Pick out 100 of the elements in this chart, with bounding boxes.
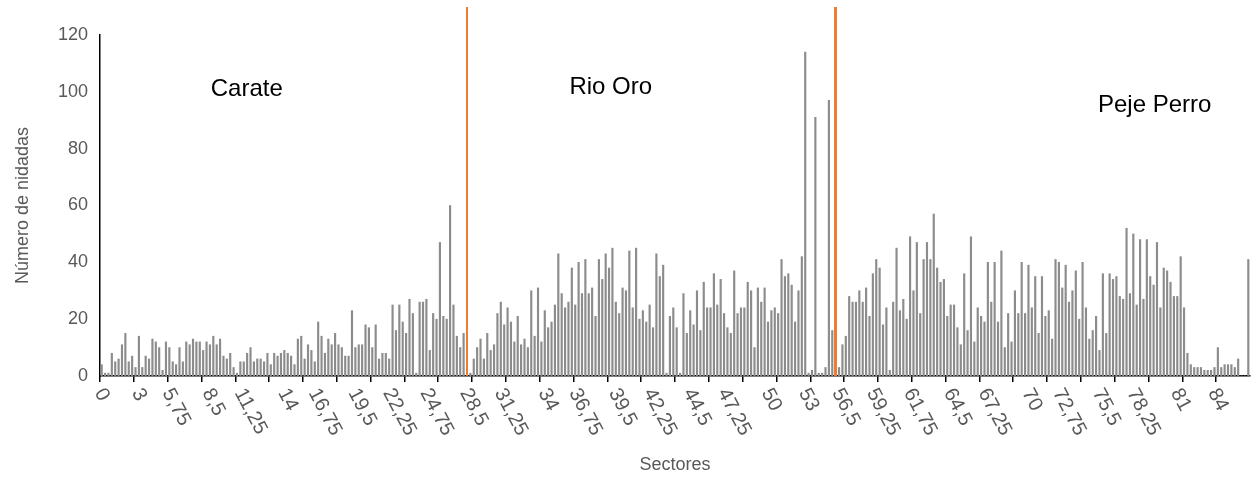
bar [1057, 262, 1060, 376]
bar [218, 338, 222, 376]
bar [276, 355, 279, 376]
bar [902, 298, 905, 376]
x-tick-label: 0 [90, 384, 116, 405]
bar [273, 352, 276, 376]
bar [249, 347, 252, 376]
bar [773, 307, 776, 376]
bar [100, 364, 103, 376]
bar [577, 262, 580, 376]
bar [949, 304, 952, 376]
bar [1223, 364, 1226, 376]
bar [672, 307, 675, 376]
bar [1138, 239, 1142, 376]
bar [848, 296, 851, 376]
bar [733, 270, 736, 376]
bar [1210, 369, 1213, 376]
bar [516, 316, 519, 376]
bar [479, 338, 482, 376]
bar [317, 321, 320, 376]
bar [1203, 369, 1206, 376]
x-tick-label: 53 [794, 384, 825, 415]
bar [591, 287, 594, 376]
bar [635, 247, 638, 376]
bar [144, 355, 147, 376]
bar [1247, 259, 1250, 376]
x-tick-label: 8,5 [198, 384, 231, 420]
bar [178, 347, 181, 376]
bar [604, 253, 607, 376]
x-tick-label: 84 [1204, 384, 1235, 415]
bar [171, 361, 174, 376]
bar [942, 279, 945, 376]
bar [536, 287, 540, 376]
y-tick-label: 60 [67, 194, 88, 215]
bar [205, 341, 208, 376]
bar [530, 290, 533, 376]
bar [283, 350, 286, 376]
bar [597, 259, 600, 376]
bar [229, 352, 232, 376]
bar [381, 352, 384, 376]
bar [391, 304, 394, 376]
bar [279, 352, 283, 376]
bar [1027, 264, 1030, 376]
bar [232, 367, 235, 376]
bar [486, 333, 489, 376]
bar [1013, 290, 1017, 376]
bar [421, 301, 425, 376]
bar [689, 310, 692, 376]
bar [523, 338, 526, 376]
bar [350, 310, 354, 376]
bar [357, 344, 360, 376]
bar [1166, 270, 1169, 376]
bar [787, 273, 790, 376]
bar [895, 247, 898, 376]
bar [432, 313, 435, 376]
annotation: Peje Perro [1098, 89, 1212, 117]
bar [506, 307, 509, 376]
bar [756, 287, 759, 376]
bar [790, 284, 793, 376]
bar [702, 281, 705, 376]
bar [154, 341, 157, 376]
bar [952, 304, 956, 376]
bar [570, 267, 573, 376]
bar [1101, 273, 1104, 376]
bar [743, 307, 746, 376]
bar [969, 236, 973, 376]
y-tick-label: 120 [57, 23, 88, 44]
bar [1176, 296, 1179, 376]
bar [814, 117, 817, 376]
bar [462, 333, 465, 376]
bar [865, 287, 868, 376]
bar [1155, 242, 1159, 376]
bar [1145, 239, 1148, 376]
bar [1125, 227, 1128, 376]
bar [1196, 367, 1199, 376]
bar [1108, 273, 1111, 376]
bar [1007, 313, 1010, 376]
bar [1199, 367, 1203, 376]
bar [1020, 262, 1023, 376]
bar [333, 333, 337, 376]
bar [695, 290, 699, 376]
bar [286, 352, 289, 376]
bar [878, 267, 881, 376]
x-tick-label: 70 [1018, 384, 1049, 415]
bar [191, 338, 195, 376]
bar [655, 253, 658, 376]
bar [1162, 267, 1165, 376]
bar [1115, 276, 1118, 376]
bar [557, 253, 560, 376]
bar [986, 262, 989, 376]
bar [418, 301, 421, 376]
bar [212, 335, 215, 376]
bar [1216, 347, 1219, 376]
bar [719, 279, 722, 376]
x-axis-title: Sectores [639, 454, 711, 475]
bar [804, 51, 807, 376]
bar [1054, 259, 1057, 376]
bar [763, 287, 766, 376]
x-tick-label: 11,25 [230, 384, 273, 438]
bar [137, 335, 140, 376]
